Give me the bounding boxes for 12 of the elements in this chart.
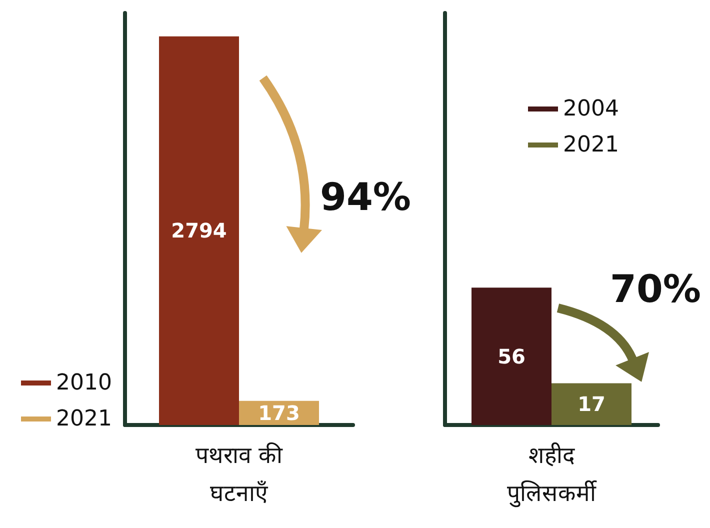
data-label: 173 (258, 400, 300, 425)
legend-label: 2021 (56, 406, 112, 432)
legend-label: 2010 (56, 370, 112, 396)
legend-label: 2004 (563, 96, 619, 122)
annotation: 70% (610, 267, 701, 311)
data-label: 17 (578, 392, 606, 416)
data-label: 2794 (171, 218, 227, 243)
annotation: 94% (320, 175, 411, 219)
x-tick-label: पथराव की घटनाएँ (195, 442, 284, 507)
data-label: 56 (498, 344, 526, 368)
legend-label: 2021 (563, 132, 619, 158)
x-tick-label: शहीद पुलिसकर्मी (507, 442, 597, 508)
